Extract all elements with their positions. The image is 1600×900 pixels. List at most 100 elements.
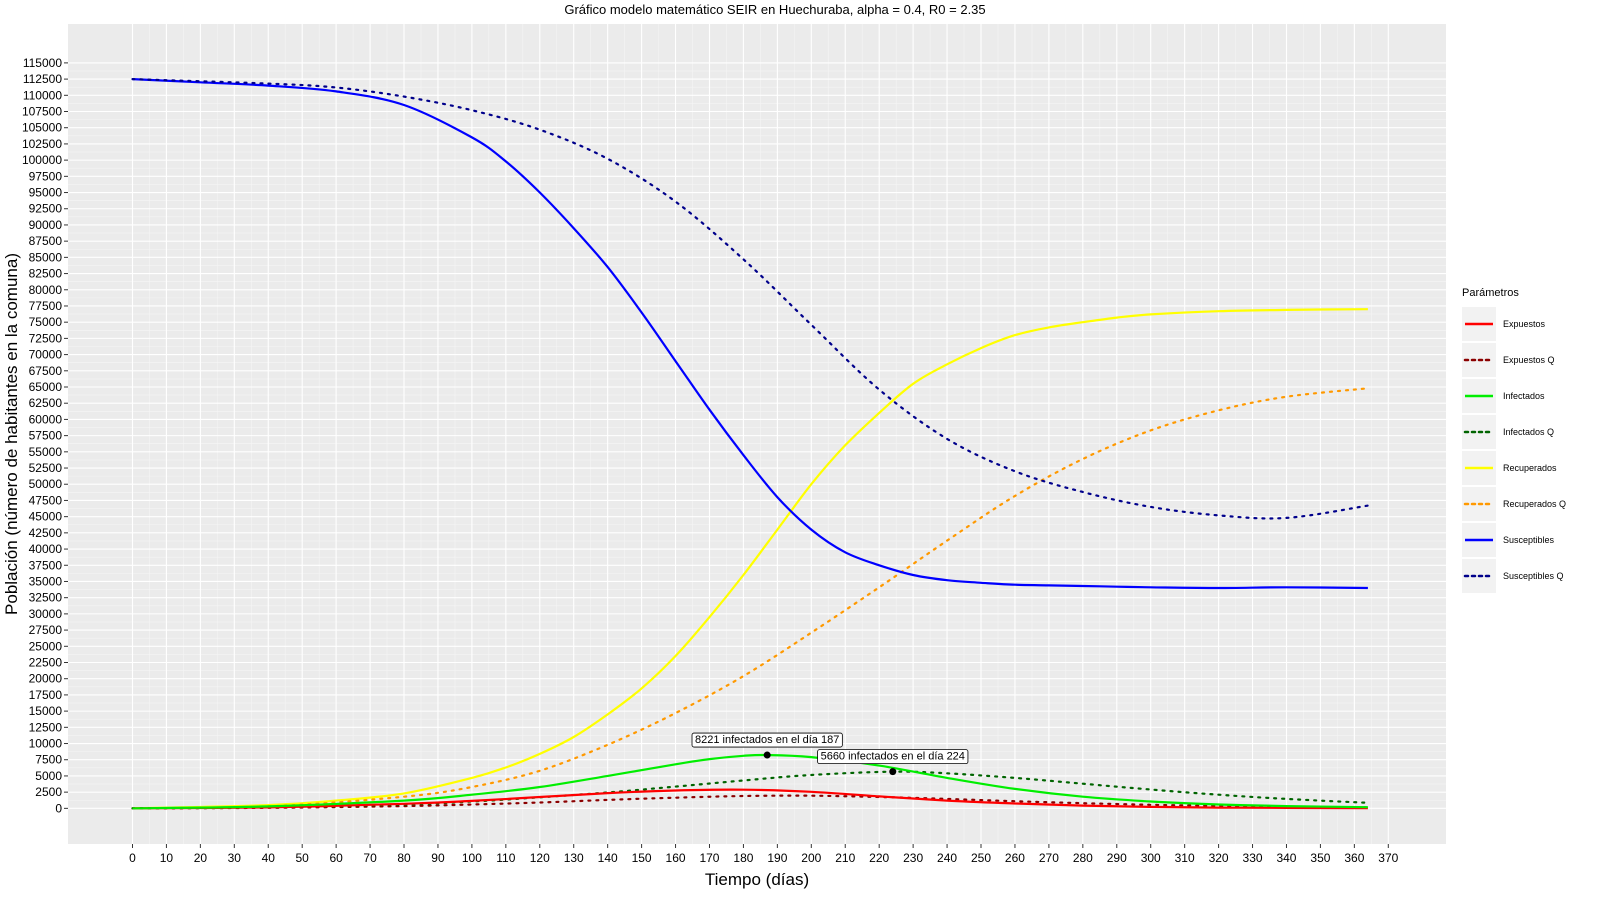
y-tick-label: 65000: [29, 380, 63, 394]
x-tick-label: 40: [262, 851, 276, 865]
y-tick-label: 57500: [29, 429, 63, 443]
y-tick-label: 92500: [29, 202, 63, 216]
series-line-susceptibles-q: [131, 78, 1369, 520]
y-tick-label: 45000: [29, 510, 63, 524]
y-tick-label: 27500: [29, 623, 63, 637]
x-tick-label: 0: [129, 851, 136, 865]
peak-annotation-text: 8221 infectados en el día 187: [695, 734, 839, 746]
y-tick-label: 105000: [22, 121, 62, 135]
legend-label: Infectados: [1503, 391, 1545, 401]
y-tick-label: 60000: [29, 412, 63, 426]
y-tick-label: 72500: [29, 331, 63, 345]
y-tick-label: 2500: [35, 785, 62, 799]
x-axis-ticks: 0 10 20 30 40 50 60 70 80 90 100 110 120 130 140 150 160…: [129, 844, 1399, 865]
x-tick-label: 60: [329, 851, 343, 865]
x-tick-label: 320: [1209, 851, 1229, 865]
x-tick-label: 300: [1141, 851, 1161, 865]
legend-label: Recuperados: [1503, 463, 1557, 473]
y-axis-ticks: 0 2500 5000 7500 10000 12500 15000 17500 20000 22…: [22, 56, 68, 815]
series-line-expuestos: [132, 788, 1368, 810]
y-tick-label: 25000: [29, 639, 63, 653]
y-tick-label: 17500: [29, 688, 63, 702]
y-axis-title: Población (número de habitantes en la co…: [2, 253, 21, 615]
x-tick-label: 230: [903, 851, 923, 865]
y-tick-label: 40000: [29, 542, 63, 556]
x-tick-label: 350: [1310, 851, 1330, 865]
x-tick-label: 110: [496, 851, 515, 865]
series-line-recuperados-q: [131, 387, 1369, 810]
x-tick-label: 290: [1107, 851, 1127, 865]
y-tick-label: 62500: [29, 396, 63, 410]
plot-panel: [68, 24, 1446, 844]
y-tick-label: 30000: [29, 607, 63, 621]
x-tick-label: 330: [1243, 851, 1263, 865]
x-tick-label: 100: [462, 851, 482, 865]
y-tick-label: 90000: [29, 218, 63, 232]
y-tick-label: 87500: [29, 234, 63, 248]
legend-label: Recuperados Q: [1503, 499, 1566, 509]
x-tick-label: 240: [937, 851, 957, 865]
x-tick-label: 220: [869, 851, 889, 865]
legend-label: Susceptibles Q: [1503, 571, 1564, 581]
y-tick-label: 50000: [29, 477, 63, 491]
y-tick-label: 110000: [23, 88, 62, 102]
y-tick-label: 0: [55, 801, 62, 815]
y-tick-label: 97500: [29, 169, 63, 183]
x-tick-label: 180: [733, 851, 753, 865]
y-tick-label: 55000: [29, 445, 63, 459]
y-tick-label: 12500: [29, 720, 63, 734]
y-tick-label: 42500: [29, 526, 63, 540]
y-tick-label: 15000: [29, 704, 63, 718]
series-line-recuperados: [132, 308, 1368, 810]
x-tick-label: 170: [699, 851, 719, 865]
x-tick-label: 250: [971, 851, 991, 865]
y-tick-label: 95000: [29, 186, 63, 200]
peak-annotation-box: [817, 749, 969, 765]
y-tick-label: 102500: [22, 137, 62, 151]
peak-point-marker: [763, 751, 771, 759]
x-tick-label: 260: [1005, 851, 1025, 865]
y-tick-label: 52500: [29, 461, 63, 475]
x-tick-label: 160: [666, 851, 686, 865]
legend-label: Susceptibles: [1503, 535, 1555, 545]
legend-label: Infectados Q: [1503, 427, 1554, 437]
chart-title: Gráfico modelo matemático SEIR en Huechu…: [564, 2, 985, 17]
x-tick-label: 370: [1378, 851, 1398, 865]
y-tick-label: 77500: [29, 299, 63, 313]
series-line-infectados-q: [131, 770, 1369, 810]
x-tick-label: 270: [1039, 851, 1059, 865]
y-tick-label: 22500: [29, 655, 63, 669]
y-tick-label: 112500: [23, 72, 62, 86]
x-tick-label: 90: [431, 851, 445, 865]
x-tick-label: 310: [1175, 851, 1195, 865]
y-tick-label: 85000: [29, 250, 63, 264]
x-tick-label: 140: [598, 851, 618, 865]
y-tick-label: 5000: [35, 769, 62, 783]
x-tick-label: 120: [530, 851, 550, 865]
x-tick-label: 10: [160, 851, 174, 865]
grid-major: [68, 24, 1446, 844]
x-tick-label: 360: [1344, 851, 1364, 865]
y-tick-label: 35000: [29, 574, 63, 588]
y-tick-label: 37500: [29, 558, 63, 572]
y-tick-label: 7500: [35, 753, 62, 767]
legend: Parámetros Expuestos Expuestos Q Infectado…: [1462, 287, 1566, 593]
x-tick-label: 80: [397, 851, 411, 865]
y-tick-label: 80000: [29, 283, 63, 297]
legend-label: Expuestos Q: [1503, 355, 1555, 365]
y-tick-label: 67500: [29, 364, 63, 378]
x-tick-label: 340: [1276, 851, 1296, 865]
y-tick-label: 10000: [29, 737, 63, 751]
y-tick-label: 70000: [29, 348, 63, 362]
peak-point-marker: [889, 768, 897, 776]
x-tick-label: 20: [194, 851, 208, 865]
x-tick-label: 190: [767, 851, 787, 865]
y-tick-label: 82500: [29, 267, 63, 281]
x-tick-label: 150: [632, 851, 652, 865]
x-tick-label: 280: [1073, 851, 1093, 865]
x-tick-label: 130: [564, 851, 584, 865]
y-tick-label: 47500: [29, 493, 63, 507]
peak-annotation-box: [691, 732, 843, 748]
x-tick-label: 200: [801, 851, 821, 865]
